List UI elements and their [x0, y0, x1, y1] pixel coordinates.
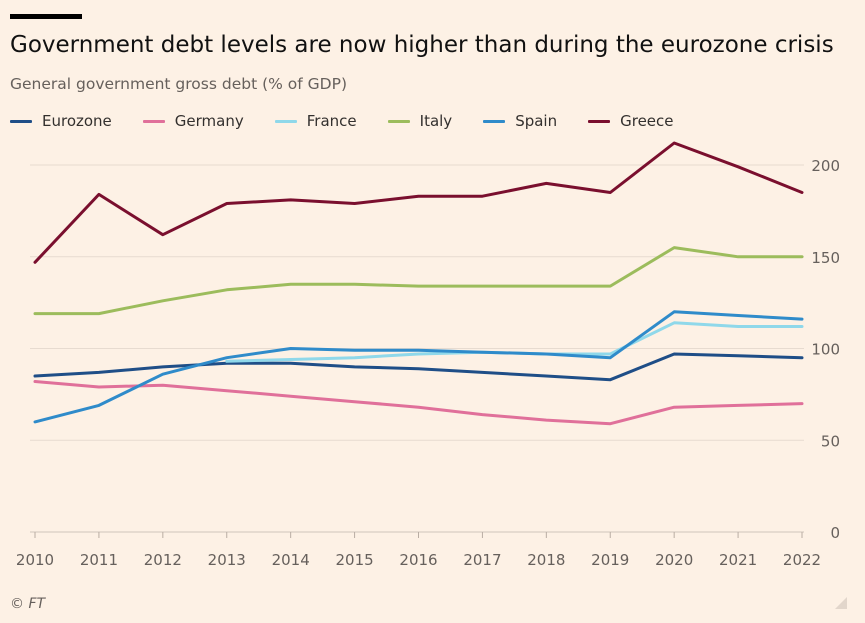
x-tick-label: 2018: [527, 551, 565, 569]
x-tick-label: 2017: [463, 551, 501, 569]
ft-accent-bar: [10, 14, 82, 19]
legend-label: Spain: [515, 112, 558, 130]
x-tick-label: 2015: [335, 551, 373, 569]
x-tick-label: 2011: [80, 551, 118, 569]
legend-item-spain: Spain: [483, 112, 557, 130]
chart-subtitle: General government gross debt (% of GDP): [10, 75, 347, 93]
x-tick-label: 2022: [783, 551, 821, 569]
legend-label: Germany: [174, 112, 244, 130]
legend-item-france: France: [274, 112, 357, 130]
x-tick-label: 2014: [272, 551, 310, 569]
series-line-eurozone: [33, 352, 804, 382]
legend-item-germany: Germany: [142, 112, 244, 130]
x-tick-label: 2012: [144, 551, 182, 569]
series-line-spain: [33, 310, 804, 424]
x-tick-label: 2019: [591, 551, 629, 569]
legend-swatch: [588, 119, 611, 123]
legend-swatch: [142, 119, 165, 123]
y-tick-label: 0: [830, 524, 840, 542]
legend: Eurozone Germany France Italy Spain Greece: [10, 112, 705, 130]
series-line-greece: [33, 141, 804, 264]
series-line-germany: [33, 380, 804, 426]
y-tick-label: 50: [821, 432, 840, 450]
x-tick-label: 2021: [719, 551, 757, 569]
y-tick-label: 200: [811, 157, 840, 175]
y-tick-label: 100: [811, 341, 840, 359]
legend-item-italy: Italy: [387, 112, 453, 130]
x-tick-label: 2010: [16, 551, 54, 569]
y-tick-label: 150: [811, 249, 840, 267]
x-tick-label: 2013: [208, 551, 246, 569]
source-credit: © FT: [10, 596, 46, 612]
x-tick-label: 2016: [399, 551, 437, 569]
legend-label: Eurozone: [42, 112, 112, 130]
legend-label: Italy: [419, 112, 453, 130]
legend-swatch: [483, 119, 506, 123]
series-line-italy: [33, 246, 804, 316]
chart-title: Government debt levels are now higher th…: [10, 32, 834, 58]
legend-item-eurozone: Eurozone: [10, 112, 112, 130]
legend-swatch: [274, 119, 297, 123]
legend-label: France: [306, 112, 357, 130]
resize-corner-icon: [835, 597, 847, 609]
x-tick-label: 2020: [655, 551, 693, 569]
legend-swatch: [387, 119, 410, 123]
legend-item-greece: Greece: [588, 112, 674, 130]
legend-label: Greece: [620, 112, 674, 130]
legend-swatch: [10, 119, 32, 123]
